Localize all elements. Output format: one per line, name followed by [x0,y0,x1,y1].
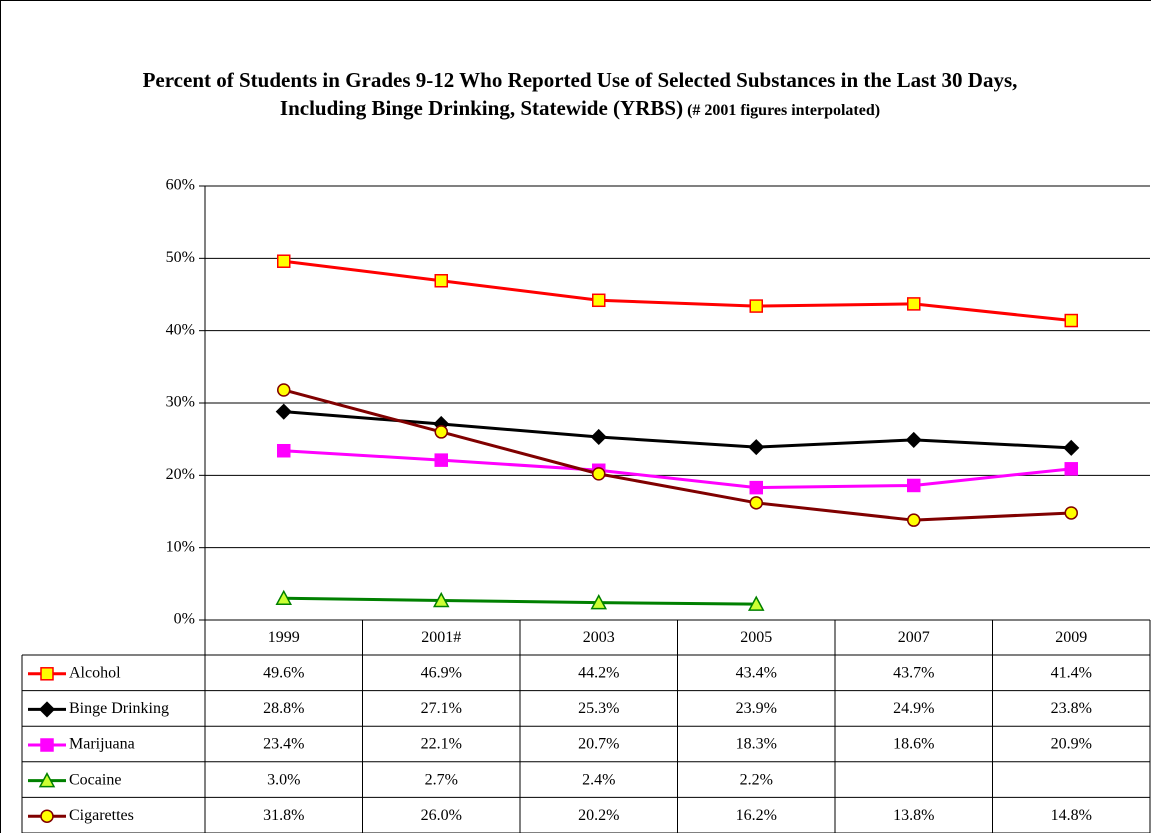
legend-label: Cigarettes [69,807,134,824]
data-label: 20.7% [578,736,619,753]
data-label: 18.3% [736,736,777,753]
data-point [750,300,762,312]
legend-label: Marijuana [69,736,135,753]
data-label: 27.1% [421,700,462,717]
data-label: 49.6% [263,664,304,681]
legend-marker [41,739,53,751]
data-label: 14.8% [1051,807,1092,824]
chart-subtitle: (# 2001 figures interpolated) [687,102,880,119]
data-label: 20.9% [1051,736,1092,753]
x-tick-label: 2003 [583,629,615,646]
data-point [592,430,606,444]
data-point [435,426,447,438]
y-tick-label: 0% [174,611,195,628]
data-label: 23.4% [263,736,304,753]
data-point [908,298,920,310]
data-point [593,294,605,306]
data-point [277,405,291,419]
data-label: 2.2% [740,771,773,788]
series-line [284,390,1072,520]
data-point [1065,507,1077,519]
data-label: 46.9% [421,664,462,681]
data-point [749,440,763,454]
legend-marker [40,702,54,716]
data-label: 28.8% [263,700,304,717]
y-tick-label: 20% [166,466,195,483]
data-label: 20.2% [578,807,619,824]
y-tick-label: 40% [166,321,195,338]
y-tick-label: 30% [166,394,195,411]
y-tick-label: 50% [166,249,195,266]
legend-label: Cocaine [69,771,121,788]
data-label: 22.1% [421,736,462,753]
data-point [1065,463,1077,475]
data-label: 2.4% [582,771,615,788]
data-label: 23.9% [736,700,777,717]
data-point [750,497,762,509]
data-label: 43.7% [893,664,934,681]
x-tick-label: 2007 [898,629,930,646]
data-point [750,482,762,494]
data-point [435,454,447,466]
data-label: 43.4% [736,664,777,681]
data-point [278,384,290,396]
data-label: 2.7% [425,771,458,788]
data-label: 26.0% [421,807,462,824]
data-point [278,255,290,267]
data-label: 31.8% [263,807,304,824]
data-point [908,479,920,491]
data-point [907,433,921,447]
data-label: 3.0% [267,771,300,788]
legend-label: Alcohol [69,664,121,681]
series-line [284,451,1072,488]
y-tick-label: 60% [166,177,195,194]
legend-marker [41,810,53,822]
data-label: 41.4% [1051,664,1092,681]
x-tick-label: 1999 [268,629,300,646]
x-tick-label: 2005 [740,629,772,646]
data-point [1065,315,1077,327]
data-label: 25.3% [578,700,619,717]
data-label: 16.2% [736,807,777,824]
series-line [284,261,1072,320]
data-point [908,514,920,526]
legend-label: Binge Drinking [69,700,169,717]
x-tick-label: 2001# [421,629,461,646]
series-line [284,598,757,604]
data-point [435,275,447,287]
data-label: 23.8% [1051,700,1092,717]
data-point [1064,441,1078,455]
data-label: 24.9% [893,700,934,717]
data-point [593,468,605,480]
legend-marker [41,668,53,680]
data-point [278,445,290,457]
title-block: Percent of Students in Grades 9-12 Who R… [130,66,1030,125]
data-label: 18.6% [893,736,934,753]
x-tick-label: 2009 [1055,629,1087,646]
data-label: 13.8% [893,807,934,824]
y-tick-label: 10% [166,538,195,555]
series-line [284,412,1072,448]
data-label: 44.2% [578,664,619,681]
chart-title: Percent of Students in Grades 9-12 Who R… [143,68,1018,120]
